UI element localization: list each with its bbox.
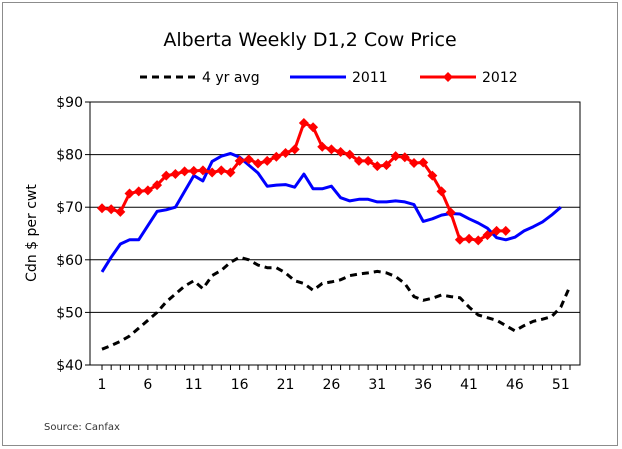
data-point-2012 [152, 180, 163, 191]
data-point-2012 [390, 151, 401, 162]
data-point-2012 [372, 161, 383, 172]
legend-label-2011: 2011 [352, 70, 388, 86]
data-point-2012 [133, 186, 144, 197]
data-point-2012 [170, 169, 181, 180]
data-point-2012 [115, 206, 126, 217]
y-axis-ticks: $40 $50 $60 $70 $80 $90 [56, 95, 90, 374]
data-point-2012 [427, 170, 438, 181]
x-axis-ticks: 1 6 11 16 21 26 31 36 41 46 51 [98, 365, 571, 393]
data-point-2012 [308, 122, 319, 133]
data-point-2012 [179, 166, 190, 177]
data-point-2012 [500, 225, 511, 236]
data-point-2012 [124, 188, 135, 199]
data-point-2012 [225, 167, 236, 178]
data-point-2012 [280, 148, 291, 159]
y-tick-label: $50 [56, 305, 83, 321]
data-point-2012 [289, 144, 300, 155]
legend-label-4yr-avg: 4 yr avg [202, 70, 260, 86]
data-point-2012 [97, 203, 107, 214]
series-line-4-yr-avg [101, 255, 572, 351]
data-point-2012 [409, 158, 419, 169]
y-tick-label: $80 [56, 148, 83, 164]
y-tick-label: $40 [56, 358, 83, 374]
y-axis-label: Cdn $ per cwt [24, 184, 40, 282]
x-tick-label: 6 [143, 377, 152, 393]
x-tick-label: 11 [185, 377, 203, 393]
data-point-2012 [317, 141, 328, 152]
data-point-2012 [243, 154, 254, 165]
data-point-2012 [234, 155, 245, 166]
data-point-2012 [353, 155, 364, 166]
legend-marker-2012 [443, 72, 453, 82]
data-point-2012 [262, 155, 273, 166]
x-tick-label: 36 [414, 377, 432, 393]
data-point-2012 [142, 185, 153, 196]
data-point-2012 [216, 165, 227, 176]
data-point-2012 [381, 160, 392, 171]
x-tick-label: 21 [277, 377, 295, 393]
data-point-2012 [344, 149, 355, 160]
data-point-2012 [106, 204, 117, 215]
data-point-2012 [482, 230, 493, 241]
x-tick-label: 31 [368, 377, 386, 393]
y-tick-label: $60 [56, 253, 83, 269]
x-tick-label: 46 [506, 377, 524, 393]
x-tick-label: 26 [322, 377, 340, 393]
data-point-2012 [436, 186, 447, 197]
data-point-2012 [399, 152, 410, 163]
legend: 4 yr avg 2011 2012 [140, 70, 518, 86]
data-point-2012 [454, 234, 465, 245]
data-point-2012 [445, 207, 456, 218]
y-tick-label: $90 [56, 95, 83, 111]
data-point-2012 [253, 158, 263, 169]
data-point-2012 [326, 144, 337, 155]
data-point-2012 [363, 155, 374, 166]
data-point-2012 [418, 157, 429, 168]
x-tick-label: 51 [552, 377, 570, 393]
data-point-2012 [298, 118, 309, 129]
data-point-2012 [491, 225, 502, 236]
data-point-2012 [473, 235, 484, 246]
chart-title: Alberta Weekly D1,2 Cow Price [163, 29, 456, 51]
data-point-2012 [335, 146, 346, 157]
data-point-2012 [197, 165, 208, 176]
x-tick-label: 41 [460, 377, 478, 393]
y-tick-label: $70 [56, 200, 83, 216]
plot-area-border [89, 101, 581, 366]
source-note: Source: Canfax [44, 422, 120, 433]
x-tick-label: 1 [98, 377, 107, 393]
series-line-2012 [101, 121, 506, 242]
data-point-2012 [271, 151, 282, 162]
data-point-2012 [464, 233, 475, 244]
series-lines [97, 118, 572, 351]
series-line-2011 [100, 152, 562, 273]
data-point-2012 [207, 167, 218, 178]
data-point-2012 [161, 170, 172, 181]
legend-label-2012: 2012 [482, 70, 518, 86]
data-point-2012 [188, 165, 199, 176]
x-tick-label: 16 [231, 377, 249, 393]
